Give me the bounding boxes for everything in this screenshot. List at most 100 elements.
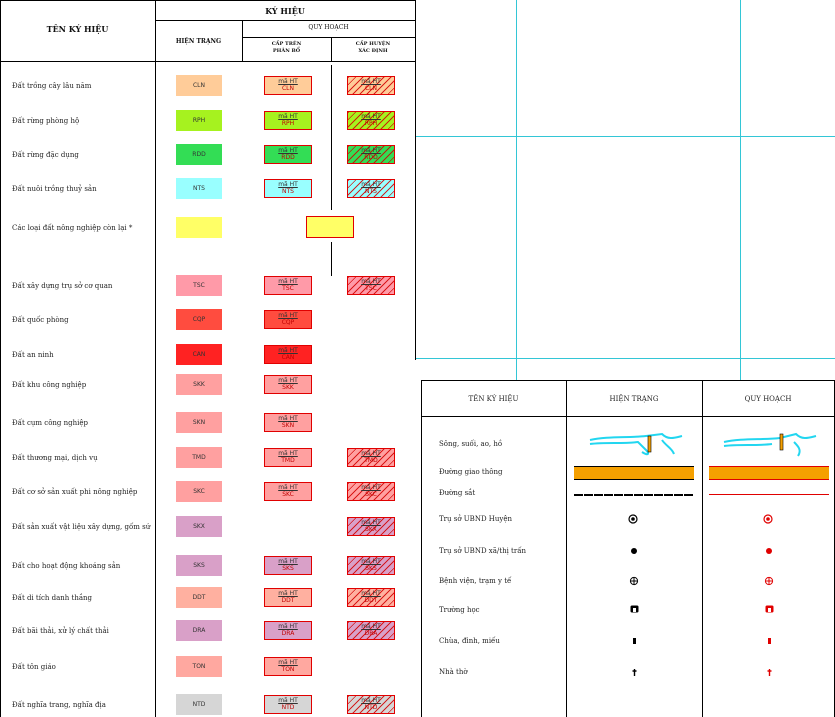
legend-row-label: Đất tôn giáo bbox=[12, 663, 56, 671]
plan-symbol-land-code: NTS bbox=[365, 188, 377, 195]
plan-symbol-land-code: SKN bbox=[281, 422, 295, 429]
district-plan-symbol: mã HT DRA bbox=[347, 621, 395, 640]
district-plan-symbol: mã HT NTD bbox=[347, 695, 395, 714]
plan-symbol-land-code: SKS bbox=[282, 565, 294, 572]
allocated-plan-symbol: mã HT RDD bbox=[264, 145, 312, 164]
river-icon-planned bbox=[723, 432, 817, 457]
plan-symbol-code-label: mã HT bbox=[278, 484, 298, 491]
symbol-name-header: TÊN KÝ HIỆU bbox=[468, 395, 519, 403]
current-status-swatch: CAN bbox=[176, 344, 222, 365]
current-status-swatch: TSC bbox=[176, 275, 222, 296]
allocated-plan-symbol: mã HT NTS bbox=[264, 179, 312, 198]
other-agri-plan-symbol bbox=[306, 216, 354, 238]
plan-symbol-code-label: mã HT bbox=[361, 623, 381, 630]
legend-row-label: Đất cụm công nghiệp bbox=[12, 419, 88, 427]
road-icon-planned bbox=[709, 466, 829, 480]
name-column-header: TÊN KÝ HIỆU bbox=[46, 24, 109, 34]
allocated-plan-symbol: mã HT SKS bbox=[264, 556, 312, 575]
current-status-swatch: CLN bbox=[176, 75, 222, 96]
district-plan-symbol: mã HT NTS bbox=[347, 179, 395, 198]
plan-symbol-code-label: mã HT bbox=[278, 623, 298, 630]
commune-office-label: Trụ sở UBND xã/thị trấn bbox=[439, 547, 527, 555]
allocated-plan-symbol: mã HT DDT bbox=[264, 588, 312, 607]
plan-symbol-code-label: mã HT bbox=[361, 697, 381, 704]
plan-symbol-land-code: RPH bbox=[364, 120, 378, 127]
plan-symbol-land-code: TMD bbox=[281, 457, 295, 464]
legend-row-label: Các loại đất nông nghiệp còn lại * bbox=[12, 224, 133, 232]
school-icon bbox=[630, 605, 639, 613]
plan-symbol-land-code: DDT bbox=[281, 597, 295, 604]
legend-row-label: Đất nghĩa trang, nghĩa địa bbox=[12, 701, 106, 709]
district-plan-symbol: mã HT DDT bbox=[347, 588, 395, 607]
allocated-plan-symbol: mã HT TMD bbox=[264, 448, 312, 467]
allocated-plan-symbol: mã HT DRA bbox=[264, 621, 312, 640]
legend-row-label: Đất rừng phòng hộ bbox=[12, 117, 80, 125]
grid-line-h1 bbox=[416, 136, 835, 137]
legend-row-label: Đất an ninh bbox=[12, 351, 54, 359]
current-status-swatch: SKX bbox=[176, 516, 222, 537]
plan-symbol-code-label: mã HT bbox=[361, 78, 381, 85]
allocated-plan-symbol: mã HT CAN bbox=[264, 345, 312, 364]
legend-row-label: Đất khu công nghiệp bbox=[12, 381, 87, 389]
plan-symbol-land-code: RDD bbox=[364, 154, 378, 161]
allocated-plan-symbol: mã HT TON bbox=[264, 657, 312, 676]
plan-symbol-code-label: mã HT bbox=[278, 697, 298, 704]
plan-symbol-land-code: TMD bbox=[364, 457, 378, 464]
current-status-swatch: NTS bbox=[176, 178, 222, 199]
church-icon bbox=[632, 669, 637, 676]
river-icon bbox=[589, 432, 683, 456]
church-label: Nhà thờ bbox=[439, 668, 468, 676]
current-status-swatch: SKK bbox=[176, 374, 222, 395]
current-status-swatch: DRA bbox=[176, 620, 222, 641]
hospital-icon-planned bbox=[764, 576, 774, 586]
plan-symbol-land-code: DRA bbox=[364, 630, 378, 637]
district-plan-symbol: mã HT RPH bbox=[347, 111, 395, 130]
current-status-swatch: TMD bbox=[176, 447, 222, 468]
allocated-plan-symbol: mã HT NTD bbox=[264, 695, 312, 714]
commune-office-icon bbox=[631, 548, 637, 554]
plan-symbol-code-label: mã HT bbox=[278, 590, 298, 597]
plan-symbol-land-code: CQP bbox=[281, 319, 295, 326]
plan-symbol-code-label: mã HT bbox=[278, 347, 298, 354]
district-office-label: Trụ sở UBND Huyện bbox=[439, 515, 513, 523]
current-status-swatch: CQP bbox=[176, 309, 222, 330]
district-plan-symbol: mã HT CLN bbox=[347, 76, 395, 95]
planning-header-2: QUY HOẠCH bbox=[744, 395, 792, 403]
plan-symbol-land-code: RPH bbox=[281, 120, 295, 127]
plan-symbol-code-label: mã HT bbox=[278, 278, 298, 285]
plan-symbol-code-label: mã HT bbox=[361, 558, 381, 565]
current-status-swatch: SKS bbox=[176, 555, 222, 576]
railway-icon bbox=[574, 494, 694, 496]
grid-line-v1 bbox=[516, 0, 517, 380]
current-status-swatch: SKN bbox=[176, 412, 222, 433]
plan-symbol-land-code: SKX bbox=[365, 526, 377, 533]
current-status-swatch: RDD bbox=[176, 144, 222, 165]
plan-symbol-code-label: mã HT bbox=[361, 147, 381, 154]
district-plan-symbol: mã HT SKX bbox=[347, 517, 395, 536]
plan-symbol-code-label: mã HT bbox=[278, 113, 298, 120]
legend-row-label: Đất quốc phòng bbox=[12, 316, 69, 324]
plan-symbol-land-code: TON bbox=[281, 666, 295, 673]
district-plan-symbol: mã HT TSC bbox=[347, 276, 395, 295]
road-icon bbox=[574, 466, 694, 480]
plan-symbol-code-label: mã HT bbox=[278, 659, 298, 666]
current-header: HIỆN TRẠNG bbox=[175, 38, 222, 45]
plan-symbol-land-code: TSC bbox=[365, 285, 377, 292]
road-label: Đường giao thông bbox=[439, 468, 503, 476]
plan-symbol-code-label: mã HT bbox=[278, 415, 298, 422]
current-status-swatch: SKC bbox=[176, 481, 222, 502]
legend-row-label: Đất sản xuất vật liệu xây dựng, gốm sứ bbox=[12, 523, 151, 531]
district-level-header: CẤP HUYỆN XÁC ĐỊNH bbox=[355, 41, 391, 54]
plan-symbol-code-label: mã HT bbox=[278, 78, 298, 85]
district-office-icon-planned bbox=[763, 514, 773, 524]
river-label: Sông, suối, ao, hồ bbox=[439, 440, 503, 448]
plan-symbol-land-code: SKC bbox=[365, 491, 377, 498]
district-plan-symbol: mã HT RDD bbox=[347, 145, 395, 164]
allocated-plan-symbol: mã HT SKC bbox=[264, 482, 312, 501]
plan-symbol-code-label: mã HT bbox=[361, 181, 381, 188]
grid-line-v2 bbox=[740, 0, 741, 380]
legend-row-label: Đất di tích danh thắng bbox=[12, 594, 93, 602]
temple-icon bbox=[633, 638, 636, 644]
allocated-plan-symbol: mã HT SKK bbox=[264, 375, 312, 394]
plan-symbol-code-label: mã HT bbox=[278, 181, 298, 188]
